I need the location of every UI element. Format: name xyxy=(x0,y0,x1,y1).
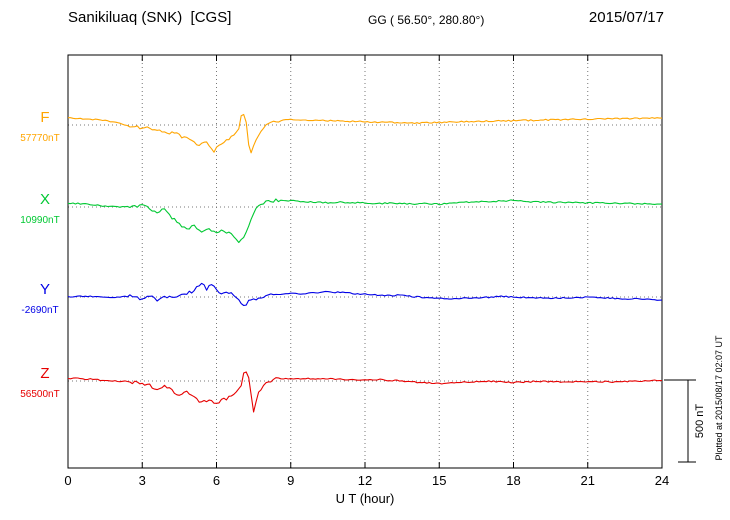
scale-bar-label: 500 nT xyxy=(694,404,706,439)
plotted-at-note: Plotted at 2015/08/17 02:07 UT xyxy=(714,335,724,461)
series-baseline-value-X: 10990nT xyxy=(20,215,59,226)
x-tick-label: 24 xyxy=(655,473,669,488)
geographic-coordinates: GG ( 56.50°, 280.80°) xyxy=(368,13,485,27)
series-label-Y: Y xyxy=(40,281,50,298)
x-tick-label: 18 xyxy=(506,473,520,488)
series-label-Z: Z xyxy=(40,365,49,382)
x-tick-label: 9 xyxy=(287,473,294,488)
x-tick-label: 3 xyxy=(139,473,146,488)
trace-Y xyxy=(67,282,663,307)
series-baseline-value-F: 57770nT xyxy=(20,133,59,144)
x-tick-label: 6 xyxy=(213,473,220,488)
x-tick-label: 21 xyxy=(581,473,595,488)
series-baseline-value-Y: -2690nT xyxy=(21,305,58,316)
series-label-X: X xyxy=(40,191,50,208)
trace-X xyxy=(67,198,663,244)
x-axis-title: U T (hour) xyxy=(336,491,395,506)
x-tick-label: 15 xyxy=(432,473,446,488)
series-label-F: F xyxy=(40,109,49,126)
plot-frame xyxy=(67,54,663,469)
plot-date: 2015/07/17 xyxy=(588,9,664,26)
trace-Z xyxy=(67,371,662,413)
x-tick-label: 12 xyxy=(358,473,372,488)
station-title: Sanikiluaq (SNK) [CGS] xyxy=(68,9,232,26)
x-tick-label: 0 xyxy=(64,473,71,488)
series-baseline-value-Z: 56500nT xyxy=(20,389,59,400)
trace-F xyxy=(68,113,662,154)
